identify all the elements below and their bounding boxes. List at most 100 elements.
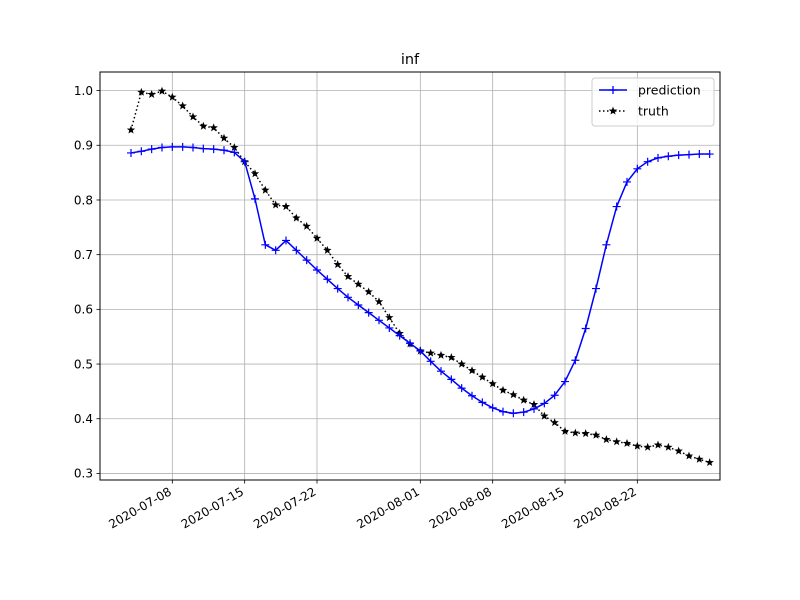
- data-point-prediction: [127, 148, 135, 157]
- data-point-truth: [292, 213, 301, 222]
- data-point-truth: [209, 123, 218, 132]
- data-point-prediction: [561, 377, 569, 386]
- data-point-prediction: [261, 240, 270, 249]
- data-point-truth: [374, 297, 384, 306]
- data-point-prediction: [509, 409, 518, 418]
- data-point-prediction: [519, 408, 528, 417]
- plot-frame: [99, 71, 721, 481]
- data-point-prediction: [385, 323, 394, 332]
- data-point-prediction: [199, 144, 208, 153]
- legend-item-truth: truth: [599, 104, 669, 119]
- data-point-truth: [271, 200, 280, 209]
- legend-item-prediction: prediction: [599, 83, 701, 98]
- data-point-prediction: [499, 407, 507, 416]
- legend-prediction-label: prediction: [638, 83, 701, 98]
- data-point-truth: [157, 86, 167, 95]
- data-point-prediction: [333, 284, 342, 293]
- data-point-truth: [323, 245, 332, 254]
- data-point-prediction: [581, 324, 590, 333]
- data-point-prediction: [240, 157, 249, 166]
- data-point-truth: [426, 348, 435, 357]
- data-point-prediction: [271, 246, 280, 255]
- data-point-prediction: [209, 145, 218, 154]
- y-tick-label: 0.8: [74, 193, 93, 207]
- data-point-prediction: [695, 150, 704, 159]
- data-point-prediction: [674, 151, 683, 160]
- legend-truth-label: truth: [638, 104, 669, 119]
- data-point-prediction: [416, 346, 425, 355]
- data-point-prediction: [323, 275, 332, 284]
- data-point-truth: [581, 429, 590, 438]
- y-tick-label: 0.9: [74, 139, 93, 153]
- data-point-prediction: [602, 240, 611, 249]
- legend: prediction truth: [591, 77, 715, 127]
- y-tick-label: 0.7: [74, 248, 93, 262]
- data-point-truth: [653, 440, 663, 449]
- data-point-prediction: [406, 339, 414, 348]
- data-point-truth: [602, 435, 611, 444]
- y-tick-label: 0.6: [74, 303, 93, 317]
- data-point-truth: [560, 426, 570, 435]
- data-point-truth: [622, 438, 632, 447]
- data-point-truth: [457, 359, 466, 368]
- data-point-truth: [612, 437, 621, 446]
- data-point-prediction: [623, 177, 631, 186]
- data-point-truth: [488, 379, 497, 388]
- data-point-prediction: [137, 147, 146, 156]
- data-point-prediction: [395, 331, 404, 340]
- data-point-truth: [354, 279, 363, 288]
- data-point-truth: [447, 353, 456, 362]
- data-point-truth: [302, 221, 311, 230]
- data-point-truth: [509, 390, 518, 399]
- data-point-truth: [250, 169, 260, 178]
- series-truth: [126, 86, 714, 467]
- data-point-truth: [550, 418, 559, 427]
- data-point-truth: [498, 385, 508, 394]
- data-point-truth: [467, 366, 477, 375]
- data-point-truth: [478, 372, 487, 381]
- data-point-prediction: [220, 146, 228, 155]
- data-point-prediction: [685, 150, 693, 159]
- data-point-prediction: [426, 357, 435, 366]
- data-point-prediction: [364, 308, 373, 317]
- data-point-prediction: [313, 265, 321, 274]
- data-point-truth: [168, 92, 177, 101]
- data-point-prediction: [550, 391, 559, 400]
- data-point-prediction: [643, 157, 652, 166]
- data-point-truth: [674, 446, 683, 455]
- legend-truth-marker: [608, 106, 618, 115]
- y-tick-label: 0.4: [74, 412, 93, 426]
- series-layer: [126, 86, 714, 467]
- data-point-truth: [137, 87, 146, 96]
- data-point-truth: [571, 428, 580, 437]
- data-point-truth: [643, 442, 652, 451]
- data-point-truth: [230, 143, 239, 152]
- series-line-truth: [130, 90, 710, 464]
- data-point-truth: [664, 442, 673, 451]
- data-point-prediction: [189, 143, 197, 152]
- data-point-prediction: [705, 150, 714, 159]
- data-point-prediction: [540, 399, 549, 408]
- data-point-truth: [333, 260, 342, 269]
- grid: [100, 72, 720, 480]
- data-point-truth: [126, 125, 136, 134]
- data-point-prediction: [178, 142, 187, 151]
- data-point-prediction: [354, 300, 363, 309]
- data-point-prediction: [230, 148, 239, 157]
- data-point-truth: [695, 454, 704, 463]
- data-point-prediction: [302, 256, 311, 265]
- data-point-prediction: [633, 164, 642, 173]
- data-point-prediction: [488, 403, 497, 412]
- data-point-prediction: [592, 284, 600, 293]
- data-point-prediction: [375, 316, 383, 325]
- data-point-prediction: [468, 391, 476, 400]
- y-tick-label: 1.0: [74, 84, 93, 98]
- data-point-truth: [343, 272, 353, 281]
- y-tick-label: 0.5: [74, 357, 93, 371]
- data-point-prediction: [664, 152, 673, 161]
- data-point-prediction: [168, 142, 177, 151]
- data-point-truth: [591, 430, 601, 439]
- data-point-prediction: [437, 367, 445, 376]
- data-point-truth: [705, 458, 714, 467]
